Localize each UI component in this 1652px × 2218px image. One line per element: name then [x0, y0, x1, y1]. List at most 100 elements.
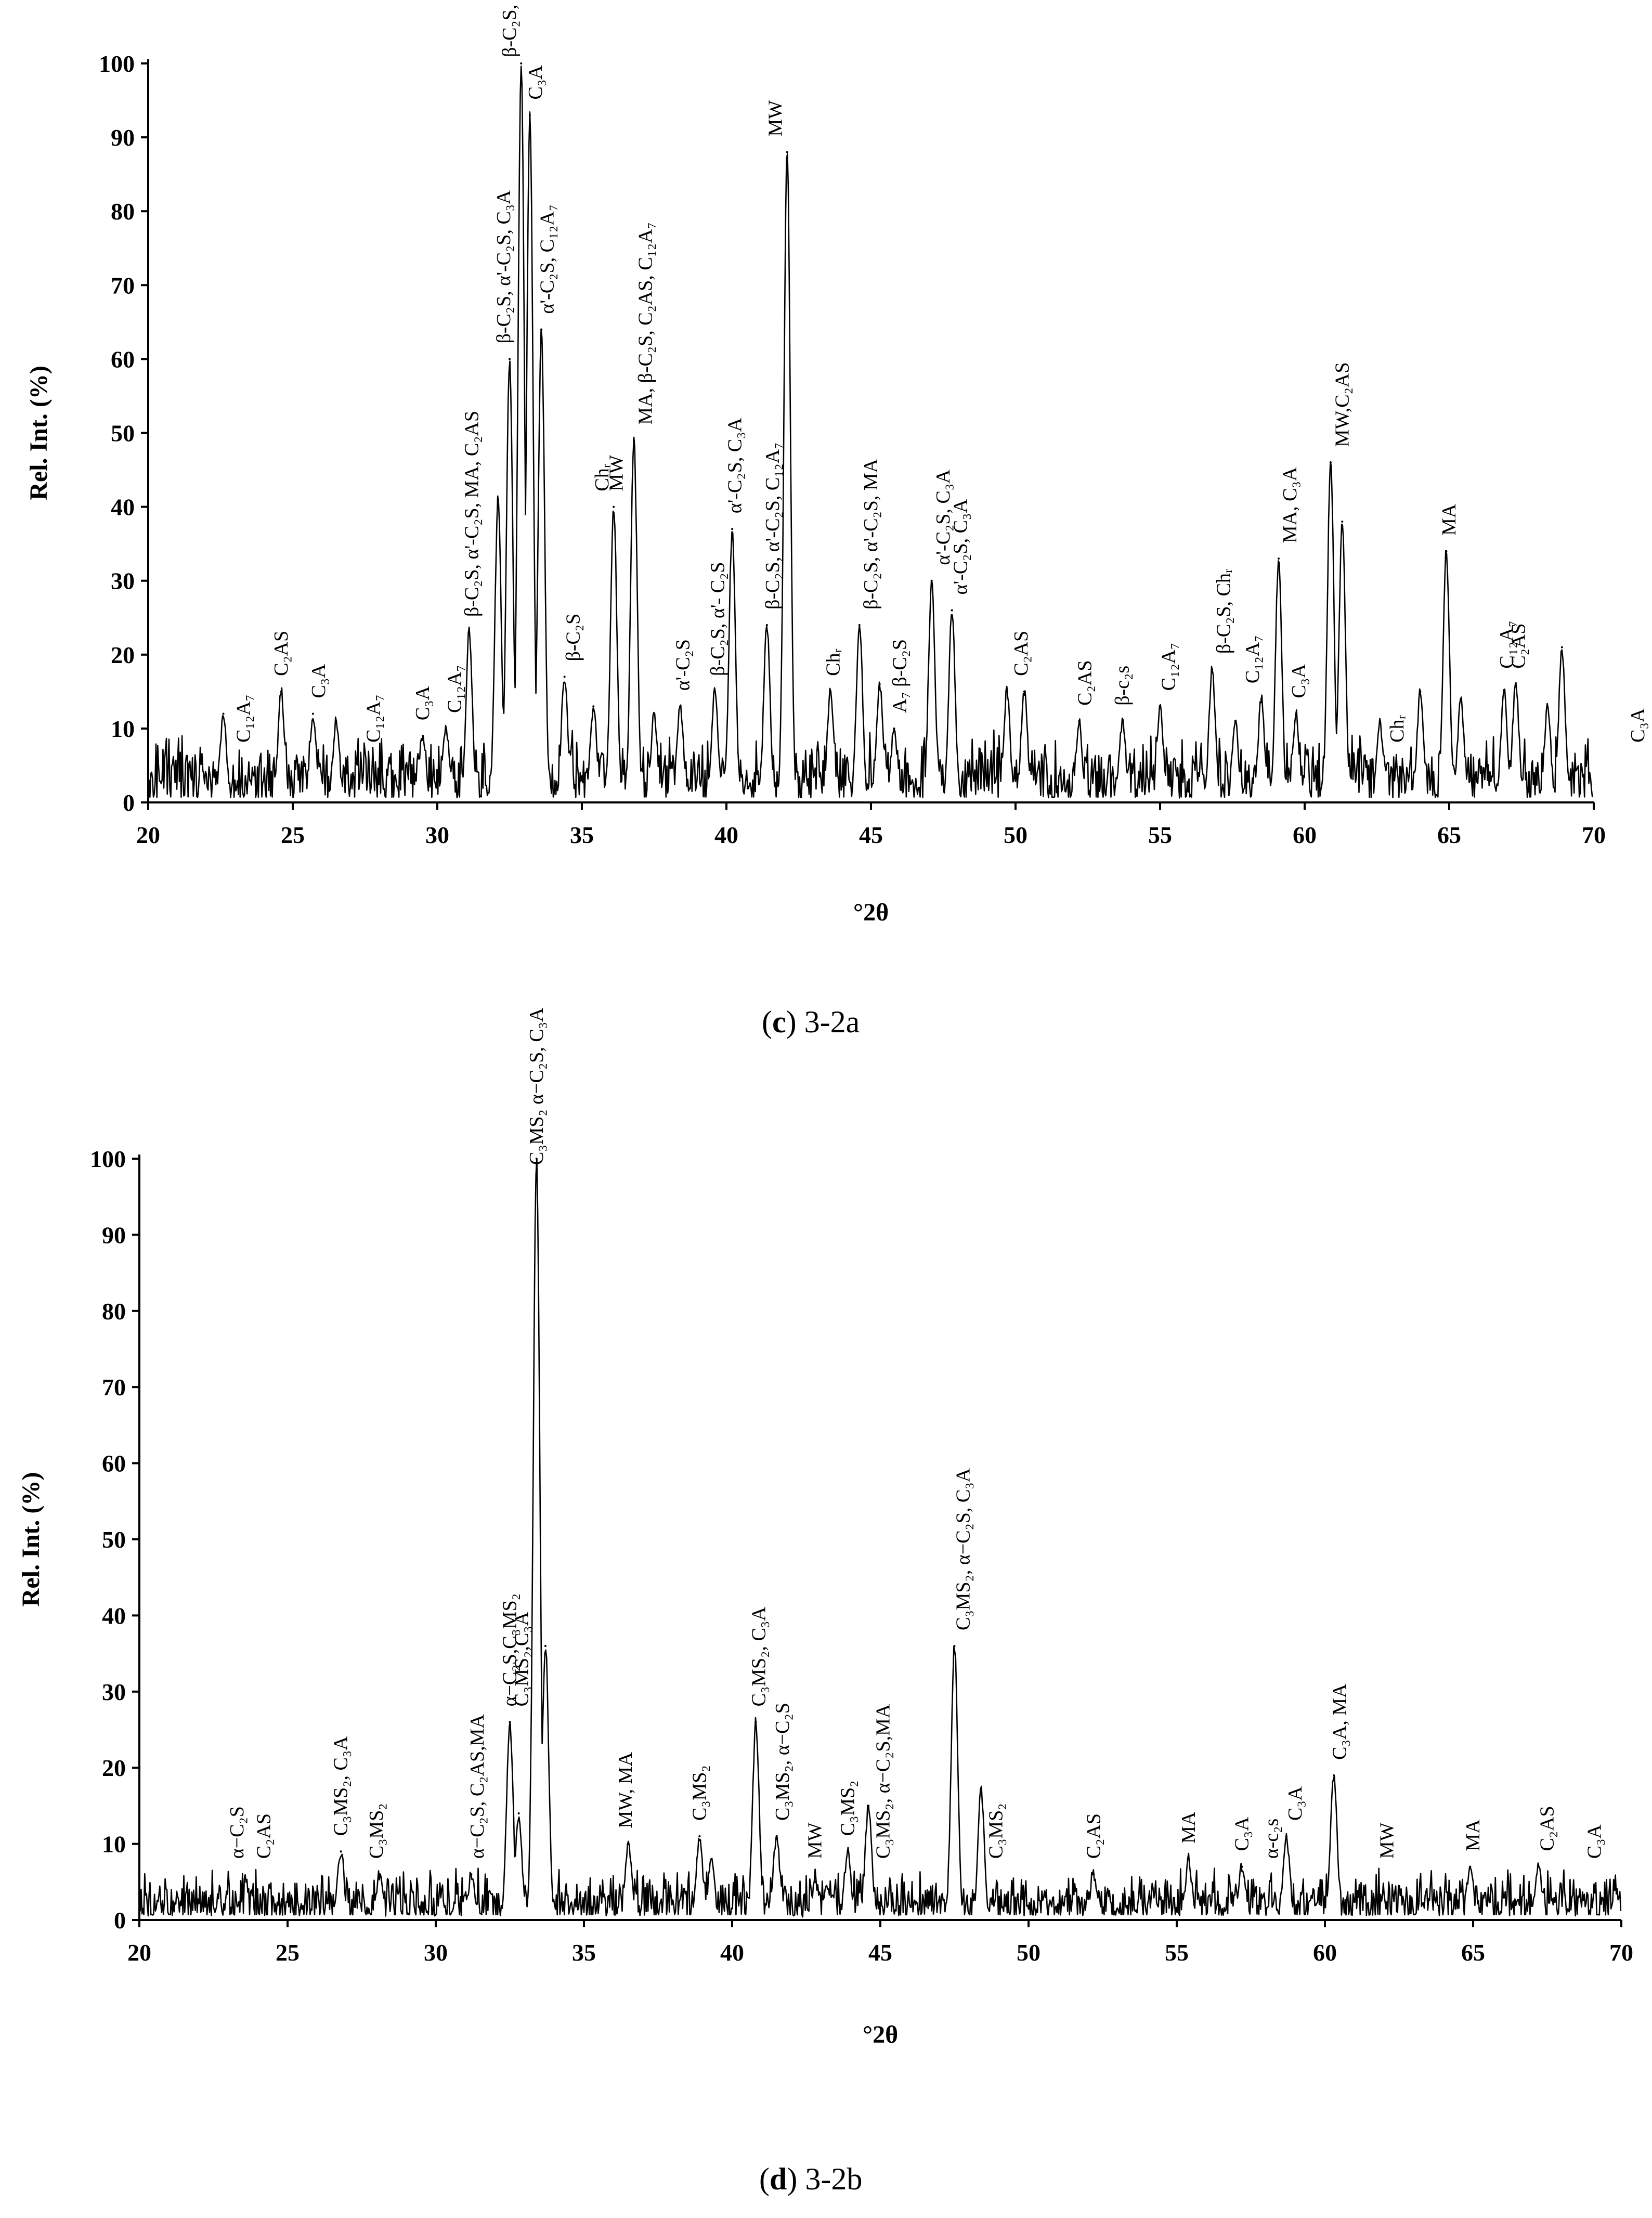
- peak-point: [765, 624, 768, 626]
- phase-annotation: C₁₂A₇: [363, 694, 385, 743]
- peak-point: [592, 705, 595, 708]
- y-tick-label: 50: [111, 420, 135, 447]
- chart-caption: (c) 3-2a: [762, 1005, 860, 1039]
- phase-annotation: C₃MS₂: [837, 1780, 858, 1836]
- phase-annotation: MW, MA: [615, 1752, 636, 1828]
- peak-point: [1330, 461, 1332, 464]
- peak-point: [520, 62, 523, 64]
- peak-point: [829, 690, 832, 693]
- x-tick-label: 65: [1437, 822, 1461, 848]
- peak-point: [1546, 705, 1549, 708]
- phase-annotation: MW: [606, 455, 628, 491]
- phase-annotation: C₂AS: [1507, 623, 1529, 668]
- x-tick-label: 40: [720, 1939, 744, 1966]
- peak-point: [1560, 646, 1563, 648]
- peak-point: [563, 676, 566, 678]
- phase-annotation: C₁₂A₇: [1496, 620, 1518, 669]
- xrd-pattern-line: [147, 66, 1594, 799]
- phase-annotation: MW,C₂AS: [1331, 362, 1353, 447]
- peak-point: [867, 1805, 870, 1807]
- peak-point: [335, 720, 337, 722]
- phase-annotation: C₃A: [1288, 664, 1310, 698]
- y-tick-label: 80: [111, 198, 135, 225]
- x-tick-label: 30: [425, 822, 449, 848]
- x-tick-label: 45: [868, 1939, 892, 1966]
- y-tick-label: 0: [123, 789, 135, 816]
- y-tick-label: 90: [102, 1222, 126, 1248]
- phase-annotation: MA: [1178, 1811, 1200, 1844]
- phase-annotation: C₃MS₂, α−C₂S: [772, 1703, 794, 1821]
- peak-point: [1537, 1865, 1540, 1868]
- phase-annotation: C₃A: [1284, 1786, 1306, 1821]
- peak-point: [1503, 690, 1505, 693]
- phase-annotation: α'-C₂S, C₃A: [949, 499, 971, 595]
- peak-point: [1341, 521, 1344, 523]
- phase-annotation: α−C₂S, C₂AS,MA: [466, 1714, 488, 1859]
- phase-annotation: C₃A: [1231, 1817, 1253, 1851]
- y-axis-label: Rel. Int. (%): [17, 1472, 45, 1607]
- peak-point: [1333, 1774, 1335, 1776]
- x-axis-label: °2θ: [863, 2021, 898, 2048]
- peak-point: [445, 727, 447, 730]
- phase-annotation: β-C₂S, α'-C₂S, MA, C₂AS: [461, 411, 483, 617]
- peak-point: [1023, 690, 1025, 693]
- phase-annotation: C₂AS: [270, 631, 292, 676]
- phase-annotation: MA: [1438, 503, 1460, 536]
- x-tick-label: 20: [136, 822, 160, 848]
- phase-annotation: α'-C₂S, C₃A: [932, 469, 954, 565]
- peak-point: [497, 498, 499, 501]
- y-tick-label: 90: [111, 124, 135, 151]
- peak-point: [1469, 1865, 1472, 1868]
- phase-annotation: Chᵣ: [1386, 715, 1408, 743]
- x-axis-label: °2θ: [853, 899, 889, 926]
- phase-annotation: C₁₂A₇: [1158, 643, 1180, 691]
- peak-point: [540, 328, 543, 331]
- y-tick-label: 40: [102, 1602, 126, 1629]
- peak-point: [755, 1721, 757, 1723]
- phase-annotation: α'-C₂S, C₃A: [724, 417, 746, 513]
- phase-annotation: β-C₂S, α'- C₂S: [707, 562, 729, 676]
- x-tick-label: 50: [1004, 822, 1027, 848]
- phase-annotation: β-c₂s: [1112, 666, 1134, 706]
- phase-annotation: MW: [765, 100, 787, 137]
- phase-annotation: C₃MS₂, α−C₂S, C₃A: [953, 1468, 974, 1630]
- peak-point: [280, 690, 282, 693]
- peak-point: [1419, 690, 1422, 693]
- phase-annotation: α-c₂s: [1260, 1819, 1282, 1859]
- peak-point: [613, 505, 615, 508]
- phase-annotation: C₃A: [1584, 1824, 1606, 1859]
- phase-annotation: C₃A: [412, 686, 434, 721]
- y-tick-label: 0: [114, 1907, 126, 1934]
- phase-annotation: C₃MS₂,C₃A: [511, 1612, 532, 1707]
- phase-annotation: α'-C₂S: [672, 639, 694, 691]
- peak-point: [468, 631, 471, 634]
- peak-point: [1514, 683, 1517, 685]
- phase-annotation: C₂AS: [1083, 1813, 1104, 1859]
- phase-annotation: C₃MS₂: [985, 1803, 1007, 1859]
- x-tick-label: 60: [1313, 1939, 1337, 1966]
- phase-annotation: C₂AS: [1010, 631, 1032, 676]
- y-tick-label: 60: [102, 1450, 126, 1477]
- phase-annotation: β-C₂S: [562, 614, 584, 661]
- x-tick-label: 70: [1609, 1939, 1633, 1966]
- peak-point: [1285, 1835, 1287, 1837]
- phase-annotation: C₂AS: [1537, 1806, 1558, 1851]
- peak-point: [517, 1812, 520, 1815]
- y-tick-label: 30: [111, 568, 135, 594]
- peak-point: [710, 1858, 713, 1860]
- peak-point: [713, 690, 716, 693]
- peak-point: [535, 1158, 538, 1160]
- phase-annotation: C₃A: [1627, 708, 1649, 743]
- x-tick-label: 45: [859, 822, 883, 848]
- peak-point: [698, 1835, 701, 1837]
- peak-point: [528, 114, 531, 116]
- phase-annotation: C₃MS₂, C₃A: [330, 1736, 352, 1836]
- peak-point: [980, 1789, 982, 1792]
- y-tick-label: 40: [111, 494, 135, 521]
- peak-point: [930, 579, 933, 582]
- phase-annotation: MA: [1462, 1819, 1484, 1851]
- x-tick-label: 35: [570, 822, 594, 848]
- peak-point: [378, 1873, 381, 1876]
- y-tick-label: 30: [102, 1679, 126, 1705]
- peak-point: [1092, 1873, 1095, 1876]
